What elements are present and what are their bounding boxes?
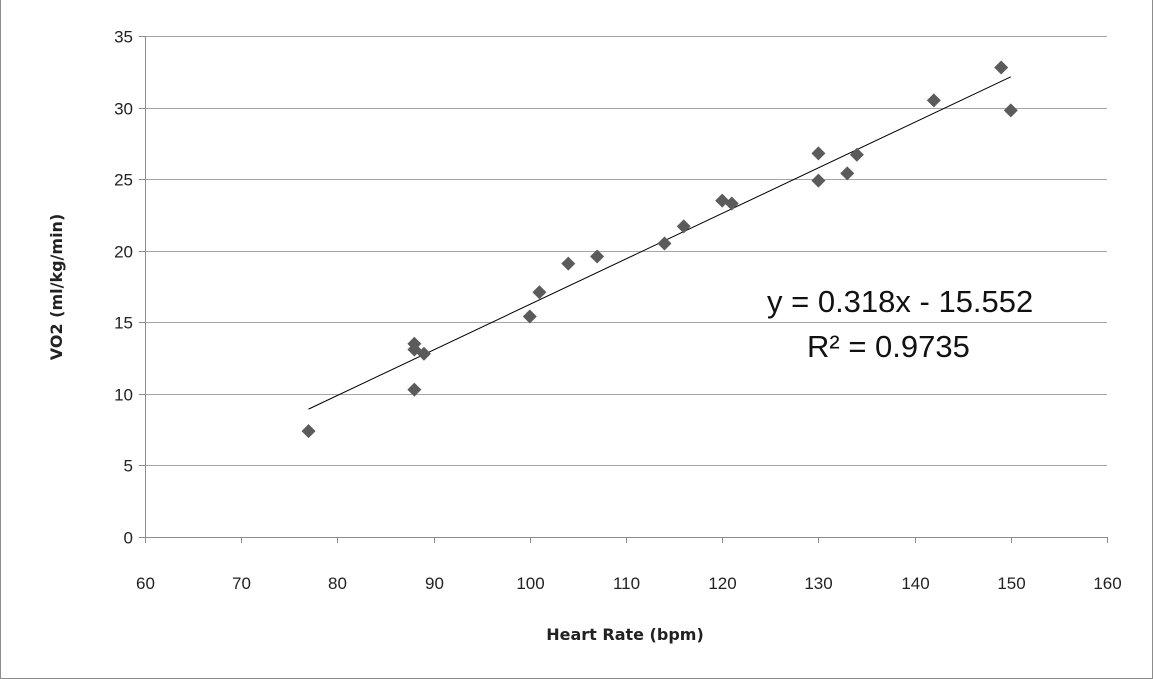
x-tick-label: 60 (136, 574, 155, 593)
data-point (811, 173, 826, 188)
y-tick-label: 0 (124, 529, 133, 548)
data-point (676, 219, 691, 234)
data-point (724, 196, 739, 211)
data-point (416, 346, 431, 361)
x-tick-labels: 60 70 80 90 100 110 120 130 140 150 160 (136, 574, 1122, 593)
x-axis-title: Heart Rate (bpm) (546, 625, 704, 644)
trendline-r-squared: R² = 0.9735 (807, 329, 970, 364)
y-tick-label: 15 (114, 314, 133, 333)
x-tick-label: 140 (901, 574, 929, 593)
trendline-equation: y = 0.318x - 15.552 (767, 284, 1033, 319)
data-point (590, 249, 605, 264)
x-tick-label: 160 (1093, 574, 1121, 593)
x-tick-label: 80 (328, 574, 347, 593)
data-point (849, 147, 864, 162)
x-tick-label: 90 (425, 574, 444, 593)
y-tick-label: 30 (114, 100, 133, 119)
data-point (994, 60, 1009, 75)
x-tick-label: 100 (516, 574, 544, 593)
y-tick-label: 25 (114, 171, 133, 190)
x-tick-label: 150 (997, 574, 1025, 593)
data-point (522, 309, 537, 324)
data-point (811, 146, 826, 161)
data-points (301, 60, 1018, 439)
y-tick-label: 20 (114, 243, 133, 262)
x-tick-label: 110 (613, 574, 640, 593)
data-point (1003, 103, 1018, 118)
data-point (407, 382, 422, 397)
x-tick-label: 130 (804, 574, 832, 593)
x-tick-label: 70 (232, 574, 251, 593)
y-tick-label: 5 (124, 457, 133, 476)
data-point (926, 93, 941, 108)
data-point (561, 256, 576, 271)
y-tick-labels: 0 5 10 15 20 25 30 35 (114, 28, 133, 548)
y-tick-label: 10 (114, 386, 133, 405)
y-axis-title: VO2 (ml/kg/min) (47, 214, 66, 361)
data-point (532, 285, 547, 300)
y-tick-label: 35 (114, 28, 133, 47)
x-tick-label: 120 (708, 574, 736, 593)
axes (139, 36, 1108, 543)
data-point (301, 424, 316, 439)
data-point (840, 166, 855, 181)
grid-lines (145, 36, 1107, 466)
data-point (657, 236, 672, 251)
